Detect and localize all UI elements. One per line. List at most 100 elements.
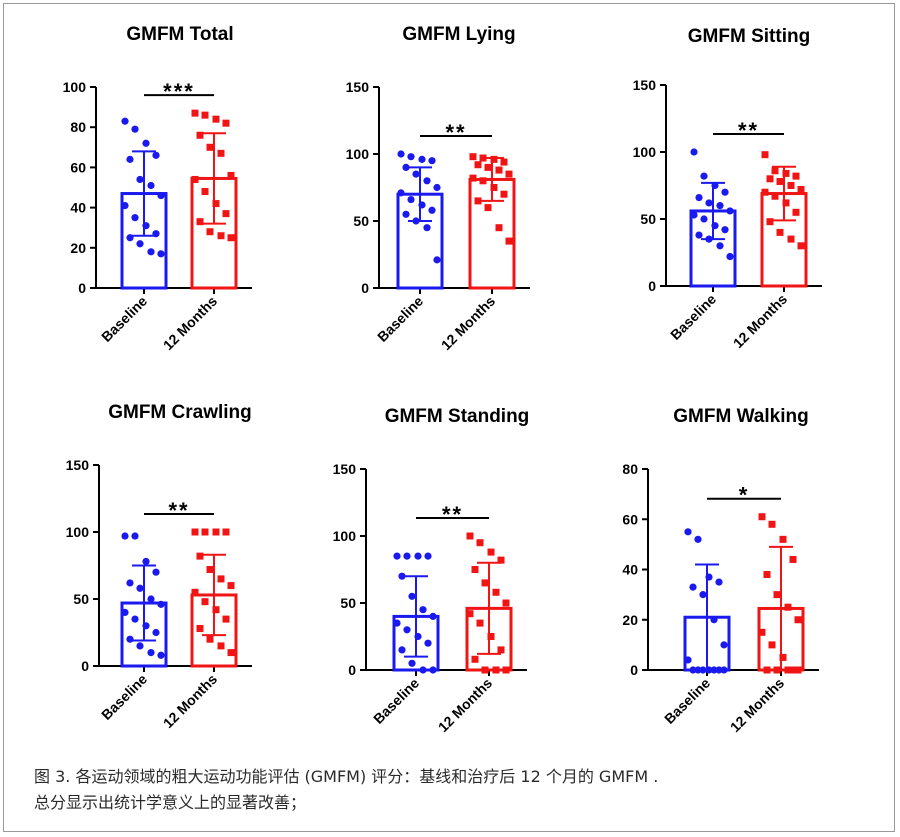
data-point: [157, 600, 165, 608]
y-tick-label: 0: [78, 280, 86, 296]
data-point: [121, 117, 129, 125]
data-point: [147, 649, 155, 657]
caption-line-1: 图 3. 各运动领域的粗大运动功能评估 (GMFM) 评分：基线和治疗后 12 …: [34, 767, 659, 786]
significance-label: **: [445, 120, 466, 145]
y-tick-label: 60: [622, 511, 638, 527]
data-point: [397, 150, 405, 158]
data-point: [142, 557, 150, 566]
data-point: [495, 166, 503, 174]
data-point: [424, 552, 432, 560]
y-tick-label: 0: [630, 662, 638, 678]
data-point: [497, 646, 505, 654]
y-tick-label: 100: [633, 144, 657, 160]
data-point: [502, 599, 510, 607]
data-point: [771, 167, 779, 175]
y-tick-label: 150: [66, 457, 90, 473]
data-point: [217, 575, 225, 583]
data-point: [758, 513, 766, 521]
data-point: [700, 215, 708, 223]
data-point: [131, 615, 139, 623]
chart-title: GMFM Lying: [402, 24, 515, 45]
data-point: [136, 642, 144, 650]
caption-line-2: 总分显示出统计学意义上的显著改善；: [34, 793, 307, 812]
data-point: [721, 188, 729, 196]
data-point: [142, 222, 150, 230]
data-point: [715, 578, 723, 586]
data-point: [222, 528, 230, 536]
data-point: [196, 552, 204, 560]
significance-label: ***: [163, 79, 195, 104]
data-point: [147, 248, 155, 256]
data-point: [217, 149, 225, 157]
data-point: [407, 195, 415, 204]
data-point: [720, 641, 728, 649]
data-point: [773, 591, 781, 599]
y-tick-label: 80: [622, 461, 638, 477]
y-tick-label: 20: [70, 240, 86, 256]
data-point: [695, 231, 703, 239]
data-point: [222, 119, 230, 127]
data-point: [789, 555, 797, 563]
data-point: [433, 183, 441, 192]
data-point: [217, 232, 225, 240]
significance-label: **: [738, 118, 759, 143]
data-point: [715, 666, 723, 674]
data-point: [412, 217, 420, 225]
data-point: [402, 163, 410, 171]
data-point: [761, 188, 769, 196]
data-point: [705, 666, 713, 674]
data-point: [763, 666, 771, 674]
data-point: [497, 556, 505, 564]
data-point: [694, 535, 702, 543]
data-point: [705, 573, 713, 581]
y-tick-label: 0: [648, 278, 656, 294]
chart-title: GMFM Crawling: [108, 402, 252, 423]
data-point: [484, 163, 492, 171]
data-point: [710, 616, 718, 624]
data-point: [763, 571, 771, 579]
data-point: [227, 234, 235, 242]
data-point: [500, 190, 508, 198]
data-point: [196, 218, 204, 226]
data-point: [505, 237, 513, 245]
data-point: [424, 639, 432, 647]
data-point: [784, 603, 792, 611]
data-point: [201, 111, 209, 119]
chart-title: GMFM Standing: [385, 406, 530, 427]
data-point: [471, 655, 479, 663]
x-tick-label: Baseline: [370, 675, 422, 727]
data-point: [490, 184, 498, 191]
data-point: [779, 535, 787, 543]
data-point: [695, 193, 703, 202]
data-point: [222, 615, 230, 623]
data-point: [403, 552, 411, 560]
x-tick-label: 12 Months: [730, 291, 790, 351]
y-tick-label: 50: [353, 213, 369, 229]
data-point: [206, 143, 214, 151]
data-point: [142, 139, 150, 147]
data-point: [792, 172, 800, 180]
x-tick-label: Baseline: [98, 293, 150, 345]
data-point: [429, 666, 437, 674]
data-point: [418, 155, 426, 163]
data-point: [474, 161, 482, 169]
x-tick-label: 12 Months: [438, 293, 498, 353]
data-point: [126, 579, 134, 587]
x-tick-label: 12 Months: [727, 675, 787, 735]
data-point: [766, 218, 774, 226]
data-point: [212, 200, 220, 208]
data-point: [481, 579, 489, 587]
data-point: [191, 588, 199, 596]
data-point: [784, 666, 792, 674]
data-point: [227, 649, 235, 657]
data-point: [500, 158, 508, 166]
data-point: [705, 199, 713, 207]
data-point: [403, 626, 411, 634]
data-point: [407, 153, 415, 161]
data-point: [408, 659, 416, 667]
data-point: [433, 256, 441, 264]
data-point: [792, 208, 800, 216]
y-tick-label: 50: [73, 591, 89, 607]
significance-label: **: [442, 502, 463, 527]
data-point: [782, 199, 790, 207]
